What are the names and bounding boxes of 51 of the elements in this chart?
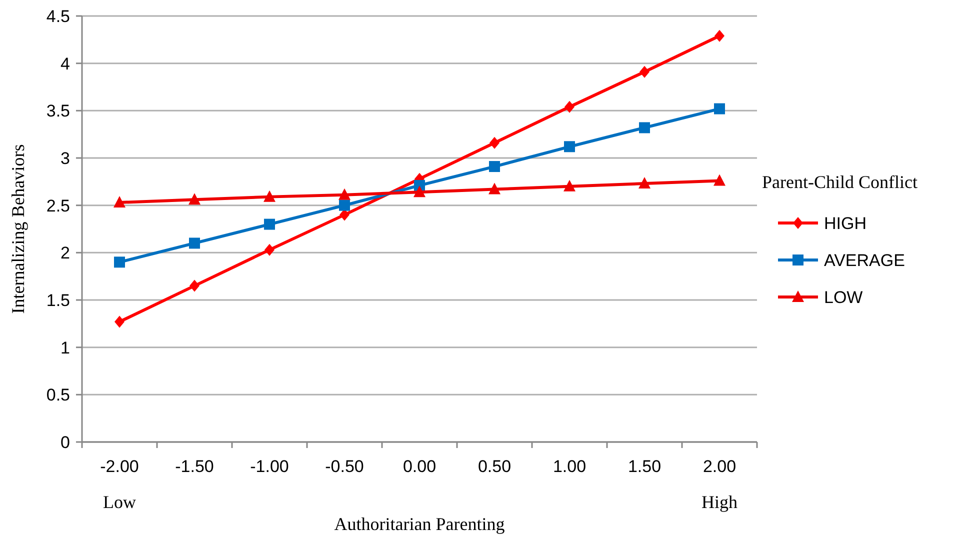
point <box>490 136 500 149</box>
y-tick-label: 1 <box>60 338 70 358</box>
y-tick-label: 2.5 <box>46 196 70 216</box>
point <box>188 193 200 205</box>
x-tick-label: -1.50 <box>175 457 214 476</box>
point <box>714 103 725 114</box>
point <box>564 180 576 192</box>
point <box>114 316 124 328</box>
y-tick-label: 3 <box>60 148 70 168</box>
point <box>639 122 650 134</box>
legend-title: Parent-Child Conflict <box>762 172 918 192</box>
point <box>714 174 726 186</box>
point <box>339 200 350 211</box>
point <box>338 188 350 200</box>
y-axis-title: Internalizing Behaviors <box>8 144 28 314</box>
text: High <box>702 492 738 512</box>
point <box>414 186 426 198</box>
legend-label: AVERAGE <box>824 250 905 270</box>
point <box>640 66 650 78</box>
x-tick-label: -2.00 <box>100 457 139 476</box>
x-tick-label: 0.50 <box>478 457 512 476</box>
y-tick-label: 2 <box>60 244 70 263</box>
x-tick-label: 2.00 <box>702 457 736 476</box>
y-tick-label: 4.5 <box>46 6 70 26</box>
point <box>488 182 500 194</box>
legend-label: HIGH <box>824 214 866 233</box>
point <box>190 280 200 292</box>
point <box>638 177 650 189</box>
x-tick-label: -0.50 <box>325 457 364 476</box>
y-tick-label: 3.5 <box>46 102 70 121</box>
x-tick-label: -1.00 <box>250 457 289 476</box>
point <box>114 256 125 268</box>
point <box>189 238 200 249</box>
x-tick-label: 1.00 <box>552 457 586 476</box>
text: Low <box>103 492 136 512</box>
point <box>714 30 724 42</box>
point <box>264 218 275 230</box>
y-tick-label: 0.5 <box>46 386 70 405</box>
x-tick-label: 0.00 <box>402 457 436 476</box>
y-tick-label: 1.5 <box>46 290 70 310</box>
x-tick-label: 1.50 <box>628 457 662 476</box>
y-tick-label: 4 <box>60 54 70 74</box>
legend-label: LOW <box>824 288 863 307</box>
y-tick-label: 0 <box>60 432 70 452</box>
point <box>264 190 276 202</box>
x-axis-title: Authoritarian Parenting <box>334 514 505 534</box>
point <box>564 141 575 152</box>
point <box>489 161 500 172</box>
point <box>264 244 274 256</box>
point <box>564 100 574 113</box>
point <box>114 196 126 208</box>
